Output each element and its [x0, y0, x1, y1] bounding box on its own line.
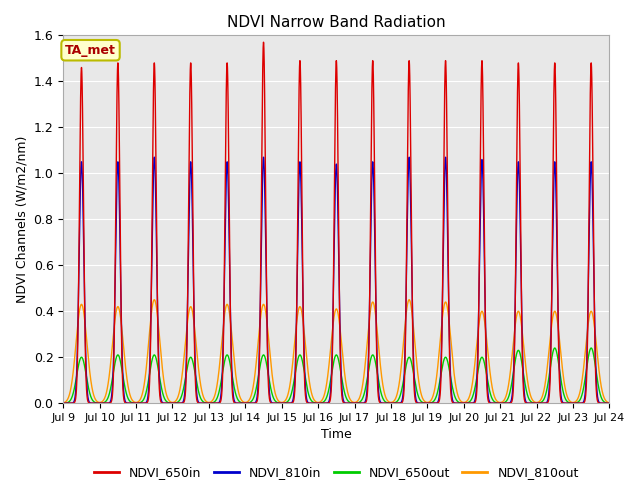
Title: NDVI Narrow Band Radiation: NDVI Narrow Band Radiation — [227, 15, 445, 30]
Legend: NDVI_650in, NDVI_810in, NDVI_650out, NDVI_810out: NDVI_650in, NDVI_810in, NDVI_650out, NDV… — [89, 461, 584, 480]
X-axis label: Time: Time — [321, 429, 352, 442]
Text: TA_met: TA_met — [65, 44, 116, 57]
Y-axis label: NDVI Channels (W/m2/nm): NDVI Channels (W/m2/nm) — [15, 135, 28, 303]
